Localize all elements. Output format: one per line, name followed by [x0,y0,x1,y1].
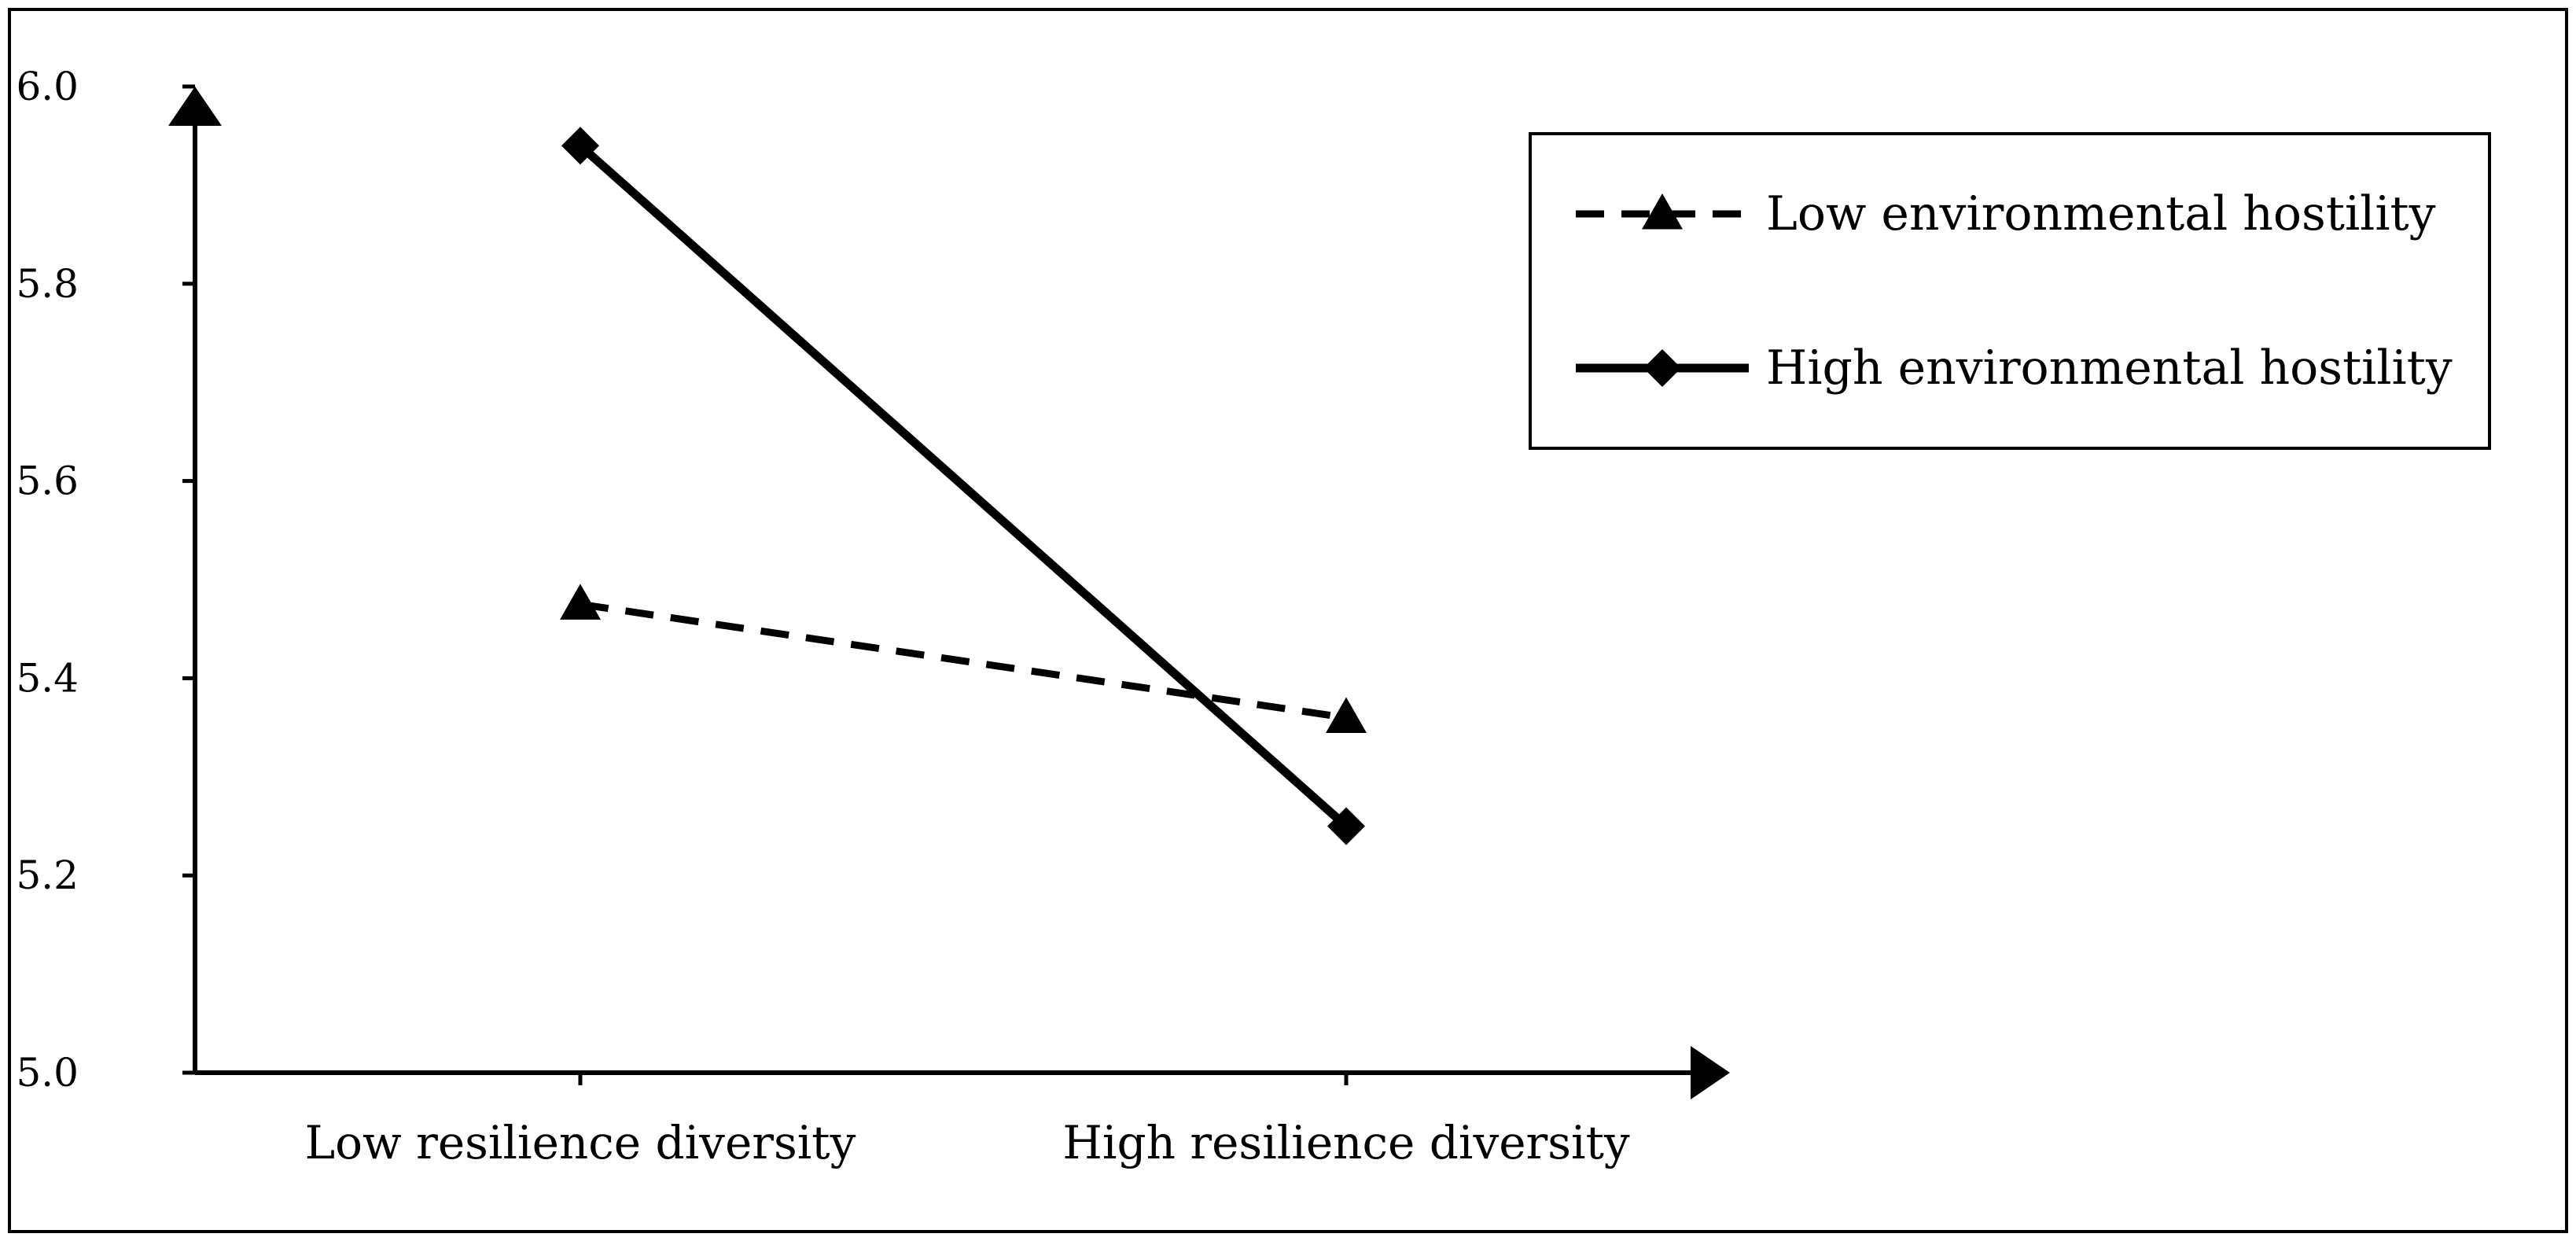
legend-marker-triangle-icon [1642,193,1683,230]
x-axis-arrow-icon [1691,1046,1730,1099]
legend-label: High environmental hostility [1766,341,2453,396]
y-tick-label: 5.6 [16,458,79,504]
y-tick-label: 5.8 [16,261,79,307]
legend-item: High environmental hostility [1576,341,2453,396]
x-category-label: Low resilience diversity [305,1116,856,1169]
legend: Low environmental hostility High environm… [1529,132,2491,450]
legend-item: Low environmental hostility [1576,186,2436,241]
data-point-diamond-icon [1327,807,1365,845]
y-tick-label: 5.2 [16,852,79,898]
legend-marker-diamond-icon [1643,349,1681,387]
x-category-label: High resilience diversity [1062,1116,1630,1169]
series-low-environmental-hostility [560,584,1367,734]
y-tick-label: 5.4 [16,655,79,701]
y-tick-label: 6.0 [16,64,79,109]
data-point-triangle-icon [560,584,601,620]
y-tick-label: 5.0 [16,1050,79,1096]
legend-box [1529,132,2491,450]
series-line [580,600,1347,722]
series-line [577,142,1349,830]
series-group [560,127,1367,845]
data-point-triangle-icon [1326,697,1367,734]
data-point-diamond-icon [561,127,599,165]
axes: 5.0 5.2 5.4 5.6 5.8 6.0 Low resilience diversi… [16,64,1730,1169]
legend-label: Low environmental hostility [1766,186,2436,241]
y-axis-arrow-icon [168,87,222,126]
series-high-environmental-hostility [561,127,1365,845]
